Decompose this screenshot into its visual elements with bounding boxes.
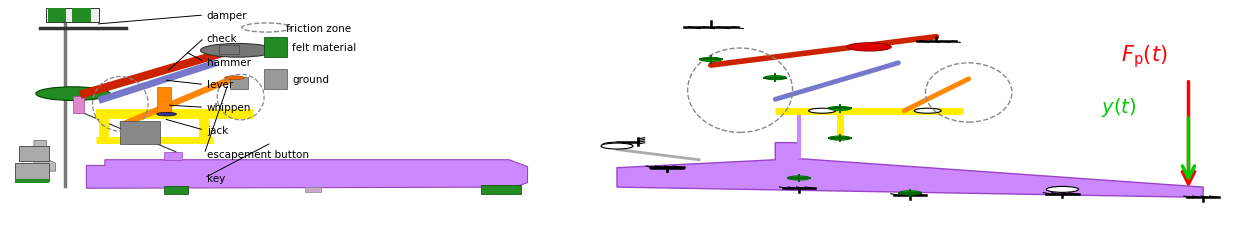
- Circle shape: [602, 143, 632, 148]
- Circle shape: [764, 76, 786, 80]
- Bar: [47, 9, 67, 23]
- Text: ground: ground: [292, 74, 329, 84]
- Text: check: check: [207, 34, 237, 44]
- Circle shape: [847, 44, 891, 52]
- Bar: [120, 121, 160, 144]
- Bar: [47, 9, 99, 23]
- Bar: [230, 77, 248, 90]
- Polygon shape: [86, 160, 527, 188]
- Text: hammer: hammer: [207, 57, 251, 67]
- Text: lever: lever: [207, 80, 233, 90]
- Polygon shape: [617, 143, 1203, 197]
- Circle shape: [787, 176, 810, 180]
- Bar: [220, 46, 239, 54]
- Circle shape: [829, 136, 850, 141]
- Circle shape: [808, 109, 835, 114]
- Text: $F_{\rm p}(t)$: $F_{\rm p}(t)$: [1122, 43, 1167, 70]
- Bar: [481, 185, 521, 194]
- Bar: [163, 186, 188, 194]
- Text: felt material: felt material: [292, 43, 357, 53]
- Text: escapement button: escapement button: [207, 149, 308, 159]
- Bar: [264, 69, 286, 90]
- Circle shape: [601, 143, 633, 149]
- Circle shape: [157, 113, 176, 116]
- Bar: [72, 9, 91, 23]
- Text: damper: damper: [207, 11, 247, 21]
- Circle shape: [898, 191, 921, 195]
- Polygon shape: [306, 187, 321, 192]
- Polygon shape: [35, 141, 56, 171]
- Circle shape: [829, 107, 850, 111]
- Text: $y(t)$: $y(t)$: [1101, 95, 1135, 118]
- Polygon shape: [163, 152, 183, 160]
- Bar: [19, 146, 49, 161]
- Circle shape: [1046, 187, 1079, 192]
- Bar: [15, 179, 49, 183]
- Bar: [264, 37, 286, 58]
- Bar: [15, 163, 49, 182]
- Circle shape: [700, 58, 722, 62]
- Bar: [73, 96, 84, 114]
- Text: jack: jack: [207, 126, 228, 136]
- Text: whippen: whippen: [207, 103, 251, 113]
- Text: friction zone: friction zone: [285, 23, 350, 33]
- Circle shape: [914, 109, 942, 114]
- Circle shape: [36, 87, 110, 101]
- Circle shape: [225, 76, 244, 80]
- Circle shape: [201, 44, 274, 58]
- Text: key: key: [207, 173, 225, 183]
- Circle shape: [242, 24, 291, 33]
- Bar: [158, 87, 170, 115]
